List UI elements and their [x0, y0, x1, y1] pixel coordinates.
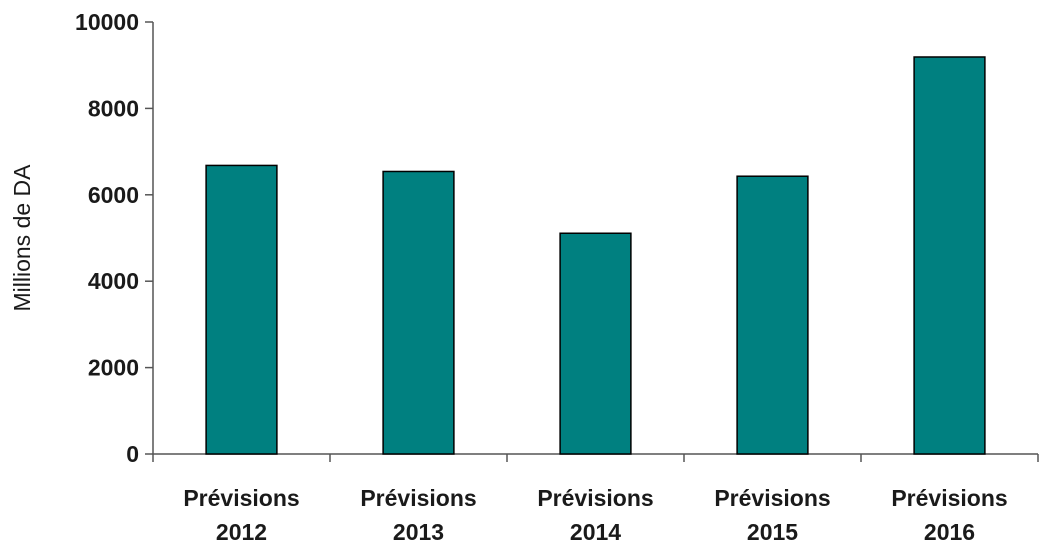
x-tick-label: 2015: [747, 519, 798, 545]
x-tick-label: Prévisions: [537, 485, 653, 511]
y-tick-label: 10000: [75, 9, 139, 35]
x-tick-label: 2016: [924, 519, 975, 545]
bar: [559, 232, 632, 455]
y-tick-label: 8000: [88, 95, 139, 121]
y-tick-label: 2000: [88, 355, 139, 381]
y-axis-title: Millions de DA: [9, 164, 35, 312]
x-axis: Prévisions 2012 Prévisions 2013 Prévisions 20…: [152, 453, 1039, 545]
y-axis: 0 2000 4000 6000 8000 10000: [75, 9, 154, 467]
x-tick-label: 2013: [393, 519, 444, 545]
bars: [205, 56, 986, 455]
x-tick-label: Prévisions: [714, 485, 830, 511]
x-tick-label: 2012: [216, 519, 267, 545]
y-tick-label: 4000: [88, 268, 139, 294]
y-tick-label: 0: [126, 441, 139, 467]
x-tick-label: 2014: [570, 519, 621, 545]
x-tick-label: Prévisions: [360, 485, 476, 511]
x-tick-label: Prévisions: [891, 485, 1007, 511]
y-tick-label: 6000: [88, 182, 139, 208]
bar: [736, 175, 809, 455]
bar: [913, 56, 986, 455]
bar: [382, 170, 455, 455]
bar: [205, 164, 278, 455]
x-tick-label: Prévisions: [183, 485, 299, 511]
